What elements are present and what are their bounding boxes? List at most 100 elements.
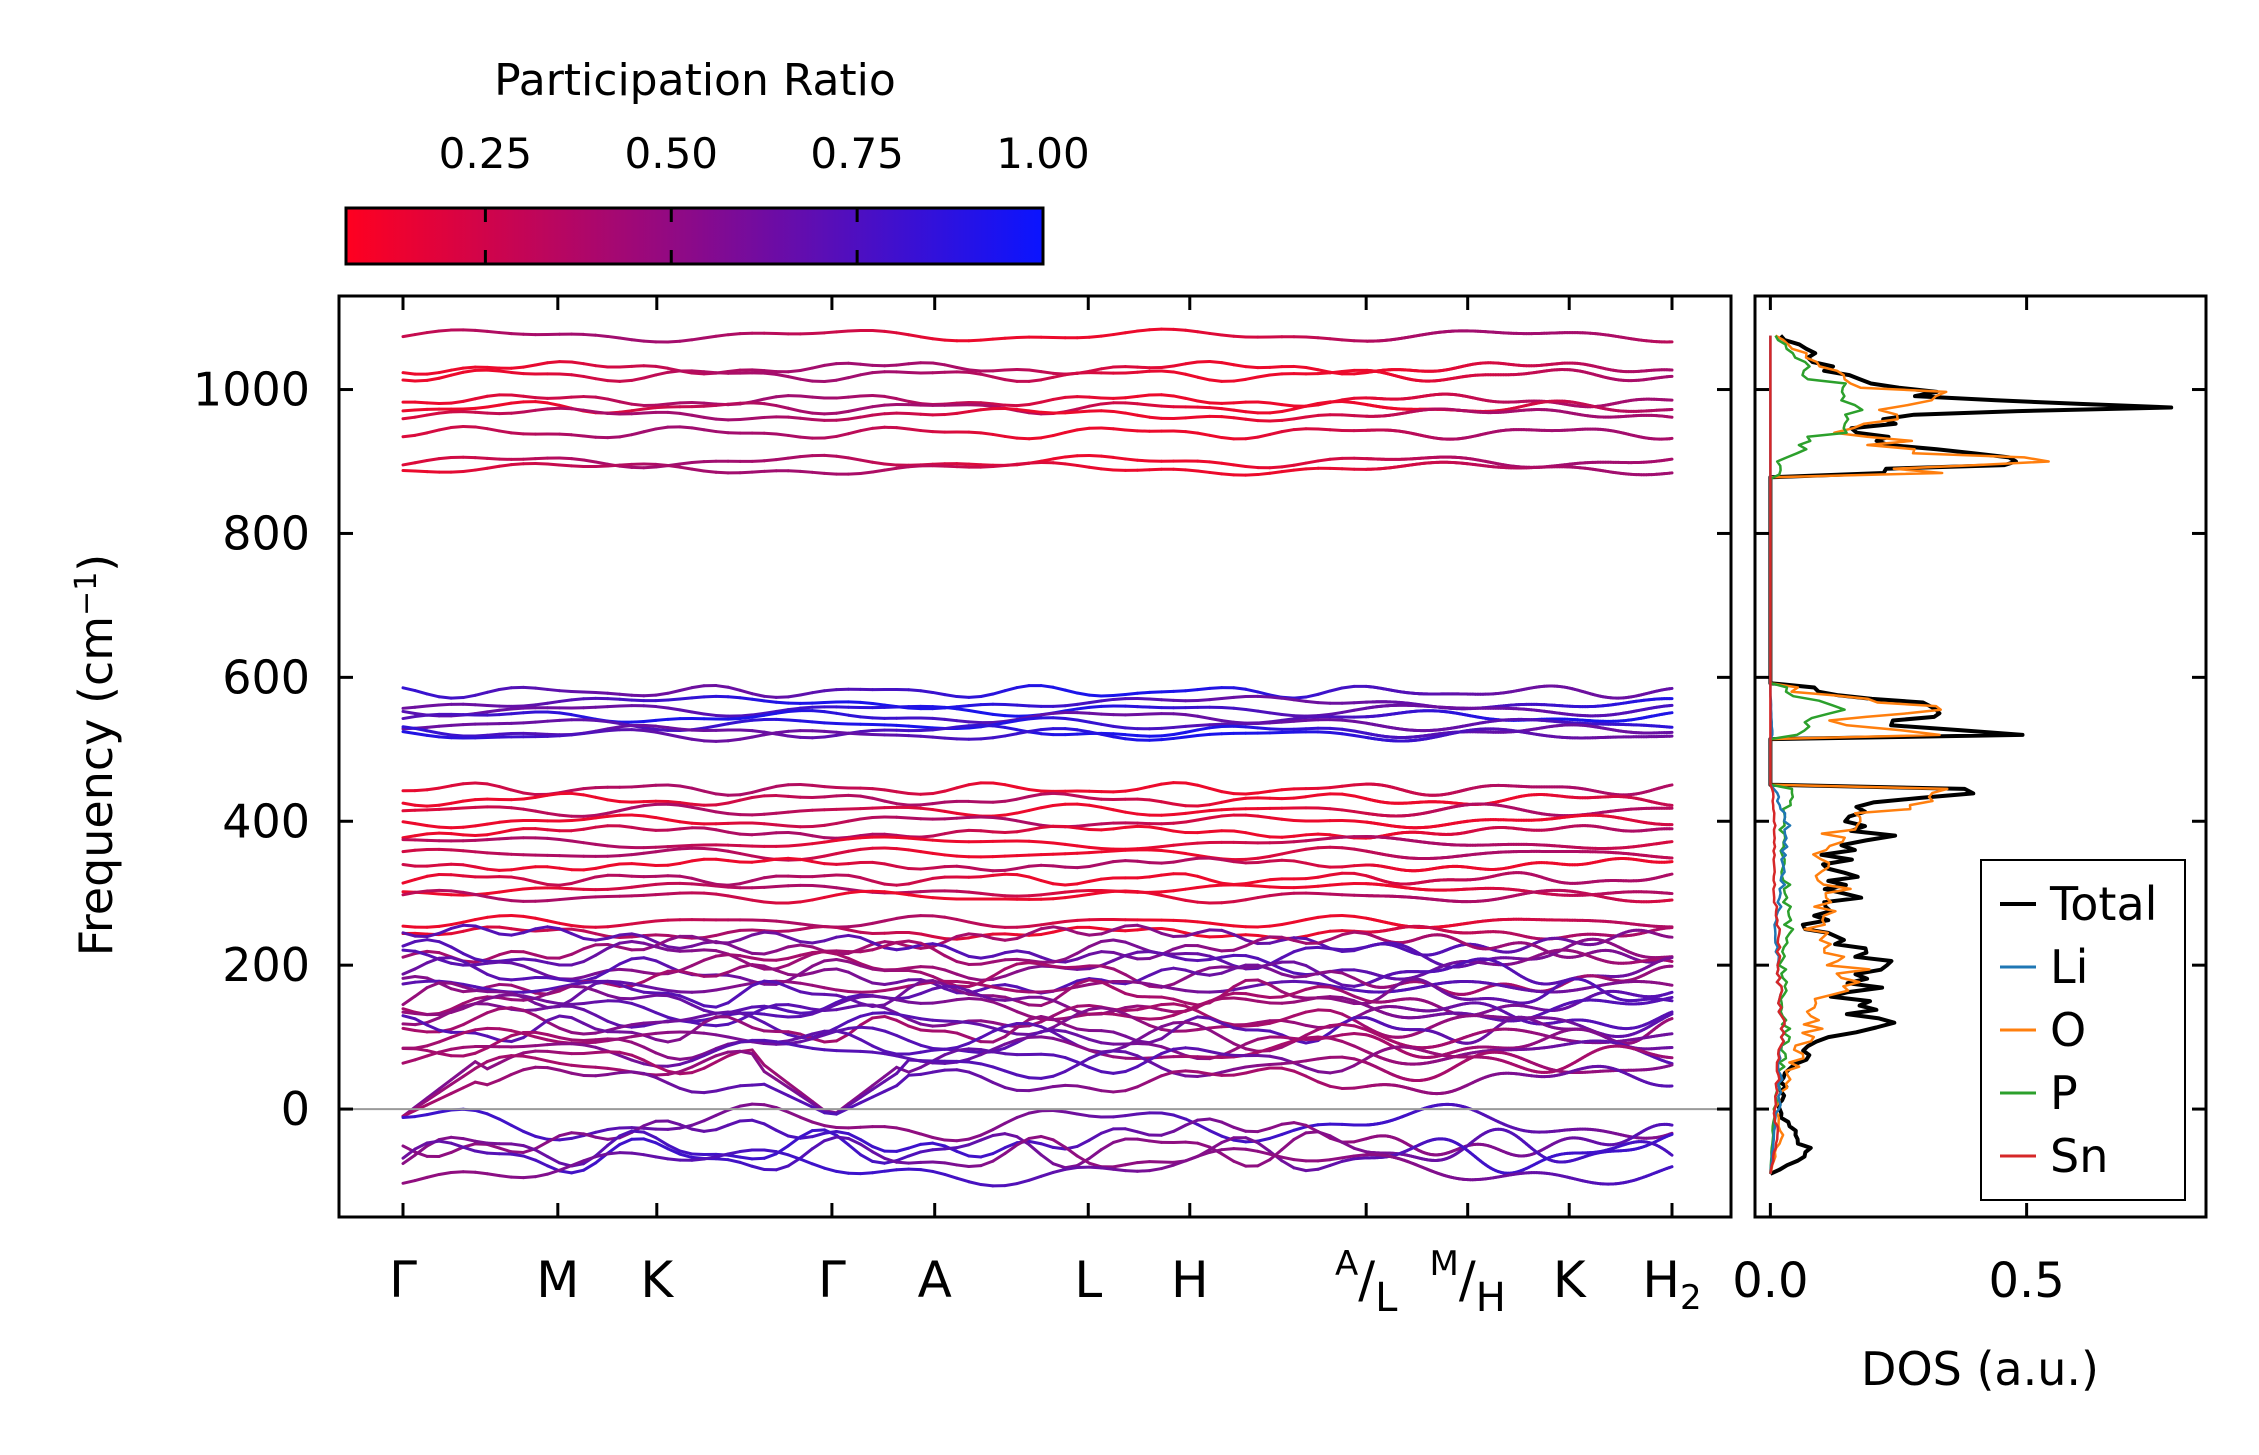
branch-segment [606, 704, 622, 709]
branch-segment [425, 803, 441, 808]
branch-segment [558, 718, 574, 722]
branch-segment [786, 824, 802, 829]
branch-segment [545, 828, 562, 833]
branch-segment [1268, 695, 1284, 700]
branch-segment [497, 686, 513, 691]
branch-segment [1208, 686, 1224, 690]
branch-segment [642, 373, 658, 380]
branch-segment [1087, 711, 1103, 716]
branch-segment [1208, 433, 1224, 440]
branch-segment [919, 792, 935, 796]
branch-segment [401, 715, 417, 721]
branch-segment [606, 728, 622, 733]
branch-segment [786, 433, 802, 439]
branch-segment [810, 808, 826, 812]
branch-segment [473, 781, 489, 786]
branch-segment [1123, 329, 1139, 335]
branch-segment [774, 732, 790, 738]
branch-segment [630, 376, 646, 382]
branch-segment [1015, 808, 1031, 815]
branch-segment [859, 816, 875, 821]
branch-segment [521, 408, 537, 414]
branch-segment [425, 401, 441, 405]
branch-segment [1027, 400, 1043, 407]
branch-segment [1027, 821, 1043, 827]
branch-segment [1196, 783, 1212, 790]
branch-segment [955, 783, 971, 790]
branch-segment [485, 365, 501, 370]
branch-segment [774, 404, 790, 410]
branch-segment [1027, 704, 1043, 708]
branch-segment [1015, 436, 1031, 441]
branch-segment [774, 783, 790, 788]
branch-segment [533, 809, 549, 815]
branch-segment [834, 395, 850, 400]
branch-segment [1051, 716, 1067, 720]
branch-segment [1172, 429, 1188, 434]
branch-segment [822, 378, 838, 384]
branch-segment [570, 697, 586, 702]
branch-segment [1304, 793, 1320, 799]
branch-segment [1063, 462, 1079, 467]
branch-segment [1039, 457, 1055, 463]
branch-segment [726, 798, 742, 805]
branch-segment [413, 726, 429, 733]
branch-segment [401, 333, 417, 339]
branch-segment [1015, 403, 1031, 408]
branch-segment [1099, 401, 1115, 406]
branch-segment [810, 834, 826, 840]
branch-segment [545, 462, 562, 467]
branch-segment [1328, 731, 1344, 736]
branch-segment [1172, 689, 1188, 693]
branch-segment [1099, 697, 1115, 703]
branch-segment [425, 411, 441, 417]
branch-segment [955, 724, 971, 729]
branch-segment [871, 329, 887, 333]
branch-segment [654, 724, 670, 730]
branch-segment [931, 705, 947, 709]
branch-segment [594, 460, 610, 466]
branch-segment [943, 829, 959, 836]
branch-segment [1135, 690, 1151, 695]
branch-segment [594, 705, 610, 709]
branch-segment [509, 711, 525, 716]
branch-segment [1232, 724, 1248, 729]
branch-segment [1111, 697, 1127, 701]
branch-segment [871, 425, 887, 430]
branch-segment [1340, 413, 1356, 418]
branch-segment [991, 721, 1007, 727]
branch-segment [859, 362, 875, 367]
branch-segment [1244, 365, 1260, 370]
branch-segment [1159, 800, 1176, 806]
branch-segment [425, 428, 441, 435]
branch-segment [774, 708, 790, 713]
branch-segment [1075, 718, 1091, 724]
branch-segment [774, 432, 790, 437]
branch-segment [485, 329, 501, 335]
branch-segment [846, 415, 863, 421]
branch-segment [810, 331, 826, 336]
branch-segment [714, 810, 730, 816]
branch-segment [666, 463, 682, 469]
branch-segment [919, 734, 935, 739]
branch-segment [618, 462, 634, 467]
branch-segment [630, 407, 646, 413]
branch-segment [594, 729, 610, 734]
branch-segment [1111, 789, 1127, 794]
branch-segment [1196, 686, 1212, 692]
branch-segment [425, 786, 441, 792]
branch-segment [1003, 462, 1019, 467]
branch-segment [883, 394, 899, 401]
branch-segment [425, 692, 441, 699]
branch-segment [1340, 808, 1356, 814]
branch-segment [810, 709, 826, 714]
branch-segment [1196, 723, 1212, 727]
branch-segment [1147, 327, 1163, 332]
branch-segment [895, 790, 911, 795]
branch-segment [1304, 335, 1320, 340]
branch-segment [750, 812, 766, 817]
branch-segment [570, 464, 586, 468]
branch-segment [1340, 727, 1356, 733]
branch-segment [871, 403, 887, 409]
branch-segment [991, 781, 1007, 787]
